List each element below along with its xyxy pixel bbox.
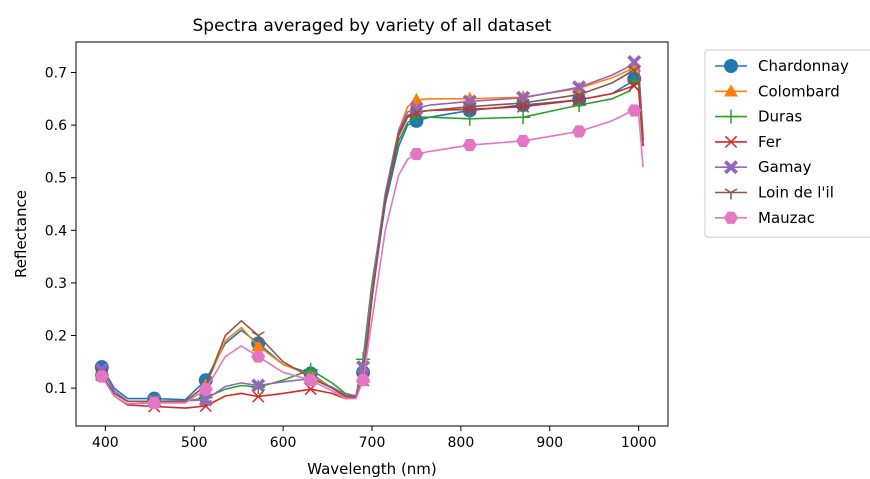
series-marker <box>198 383 213 396</box>
x-tick-label: 700 <box>359 435 386 451</box>
y-tick-label: 0.4 <box>45 223 67 239</box>
series-chardonnay <box>94 71 644 406</box>
series-marker <box>303 374 318 387</box>
legend-entry: Loin de l'il <box>715 184 834 202</box>
y-tick-label: 0.3 <box>45 276 67 292</box>
y-tick-label: 0.7 <box>45 66 67 82</box>
series-marker <box>462 111 477 126</box>
legend-entry: Gamay <box>715 158 812 176</box>
legend-label: Chardonnay <box>758 57 849 75</box>
series-marker <box>463 102 477 114</box>
series-marker <box>198 392 213 407</box>
y-axis: 0.1 0.2 0.3 0.4 0.5 0.6 0.7 <box>45 66 76 397</box>
legend-marker <box>724 109 738 124</box>
series-marker <box>627 65 641 77</box>
y-axis-label: Reflectance <box>12 190 30 278</box>
legend-frame <box>704 49 870 238</box>
legend-marker <box>724 135 738 149</box>
legend-entry: Fer <box>715 133 782 151</box>
legend-marker <box>724 188 738 200</box>
series-marker <box>572 90 586 102</box>
legend-marker <box>724 84 738 97</box>
series-line <box>101 78 644 401</box>
series-marker <box>572 80 587 95</box>
series-line <box>101 79 644 403</box>
series-line <box>101 69 644 403</box>
plot-series <box>94 54 644 413</box>
series-marker <box>251 350 266 363</box>
legend-entry: Chardonnay <box>715 57 849 75</box>
x-tick-label: 800 <box>448 435 475 451</box>
series-marker <box>409 92 424 106</box>
series-line <box>101 65 644 403</box>
legend-entry: Duras <box>715 108 802 126</box>
series-marker <box>409 147 424 161</box>
series-marker <box>251 339 266 352</box>
x-tick-label: 1000 <box>621 435 657 451</box>
series-marker <box>251 331 265 343</box>
legend-entry: Mauzac <box>715 209 815 227</box>
series-line <box>101 61 644 403</box>
series-marker <box>516 134 531 147</box>
x-tick-label: 400 <box>92 435 119 451</box>
series-marker <box>409 107 423 119</box>
legend-label: Mauzac <box>758 209 815 227</box>
y-tick-label: 0.1 <box>45 381 67 397</box>
y-tick-label: 0.5 <box>45 171 67 187</box>
series-marker <box>251 378 266 393</box>
legend-marker <box>724 160 738 175</box>
legend: Chardonnay Colombard Duras Fer Gamay Loin de … <box>704 49 870 238</box>
series-loin-de-l-il <box>95 65 644 409</box>
series-gamay <box>94 54 644 409</box>
legend-label: Colombard <box>758 82 840 100</box>
x-tick-label: 500 <box>181 435 208 451</box>
legend-entry: Colombard <box>715 82 840 100</box>
series-marker <box>627 54 642 69</box>
legend-label: Loin de l'il <box>758 184 834 202</box>
series-mauzac <box>94 104 644 409</box>
x-tick-label: 900 <box>536 435 563 451</box>
y-tick-label: 0.2 <box>45 329 67 345</box>
series-line <box>101 109 644 405</box>
series-marker <box>572 125 587 138</box>
legend-label: Gamay <box>758 158 812 176</box>
legend-marker <box>724 59 738 73</box>
series-marker <box>94 370 109 383</box>
series-marker <box>627 104 642 117</box>
x-axis-label: Wavelength (nm) <box>307 460 437 478</box>
series-marker <box>356 360 371 375</box>
series-colombard <box>94 59 644 407</box>
series-marker <box>516 98 530 111</box>
series-marker <box>462 139 477 152</box>
legend-label: Fer <box>758 133 782 151</box>
series-marker <box>628 79 641 92</box>
series-marker <box>356 374 371 387</box>
x-tick-label: 600 <box>270 435 297 451</box>
chart-title: Spectra averaged by variety of all datas… <box>192 16 551 36</box>
series-marker <box>516 110 531 125</box>
legend-label: Duras <box>758 108 802 126</box>
series-marker <box>147 396 162 409</box>
y-tick-label: 0.6 <box>45 118 67 134</box>
x-axis: 400 500 600 700 800 900 1000 <box>92 426 657 451</box>
legend-marker <box>724 211 738 224</box>
series-duras <box>94 73 644 409</box>
series-marker <box>252 390 265 403</box>
